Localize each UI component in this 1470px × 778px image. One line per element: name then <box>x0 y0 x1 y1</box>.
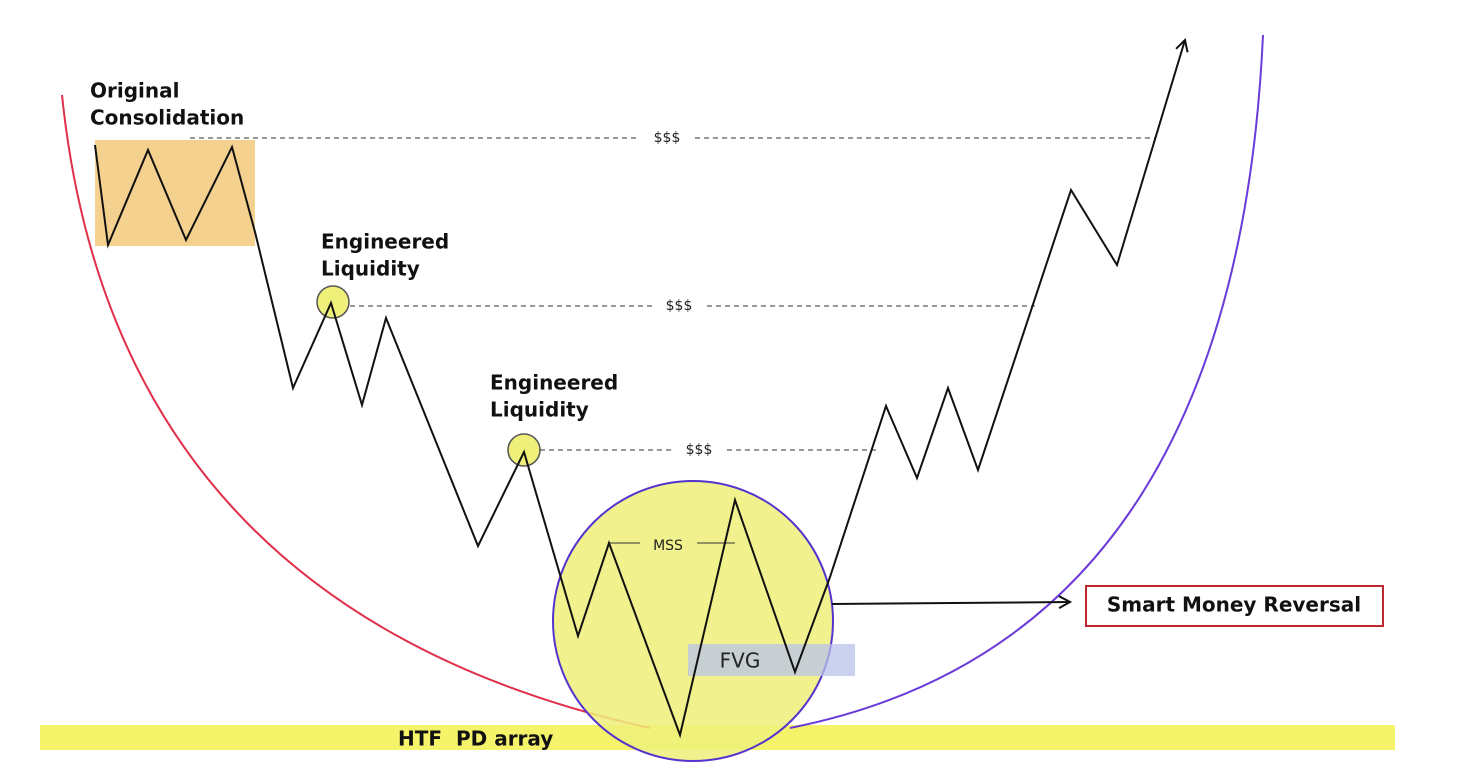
red-curve <box>61 94 651 729</box>
liquidity-mark: $$$ <box>666 298 693 314</box>
fvg-box <box>688 644 855 676</box>
purple-curve <box>789 34 1264 729</box>
reversal-arrow <box>831 602 1070 604</box>
fvg-label: FVG <box>720 649 761 673</box>
reversal-circle <box>552 480 834 762</box>
label: Original <box>90 79 179 103</box>
price-path <box>94 40 1185 739</box>
reversal-box <box>1085 585 1384 627</box>
mss-label: MSS <box>653 538 683 554</box>
label: Liquidity <box>490 398 589 422</box>
label: Consolidation <box>90 106 244 130</box>
liquidity-lines <box>190 137 1155 451</box>
label: Liquidity <box>321 257 420 281</box>
liquidity-circle <box>316 285 350 319</box>
label: Engineered <box>490 371 618 395</box>
liquidity-mark: $$$ <box>654 130 681 146</box>
label: Engineered <box>321 230 449 254</box>
consolidation-box <box>95 140 255 246</box>
liquidity-mark: $$$ <box>686 442 713 458</box>
reversal-label: Smart Money Reversal <box>1107 593 1361 617</box>
htf-label: HTF PD array <box>398 727 553 751</box>
